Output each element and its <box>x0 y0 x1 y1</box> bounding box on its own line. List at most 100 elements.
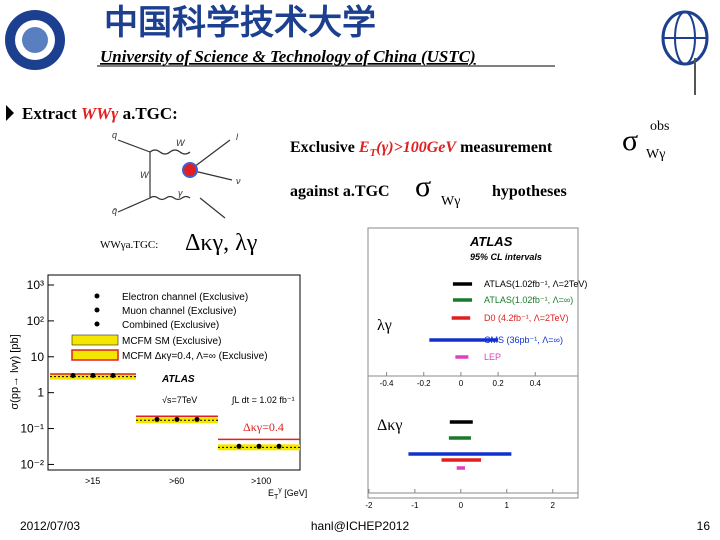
text: measurement <box>456 139 553 156</box>
y-tick-label: 10⁻² <box>20 457 44 471</box>
bullet-arrow <box>6 105 14 121</box>
legend-entry: CMS (36pb⁻¹, Λ=∞) <box>484 335 563 345</box>
limits-plot: ATLAS 95% CL intervals -0.4 -0.2 0 0.2 0.4 λγ -2… <box>365 227 587 510</box>
et-cut: (γ)>100GeV <box>376 139 457 156</box>
legend-marker <box>94 293 100 299</box>
y-axis-label: σ(pp→ lνγ) [pb] <box>9 334 21 409</box>
legend-entry: MCFM Δκγ=0.4, Λ=∞ (Exclusive) <box>122 351 268 362</box>
lumi-label: ∫L dt = 1.02 fb⁻¹ <box>231 395 295 405</box>
measurement-line2-end: hypotheses <box>492 183 567 200</box>
et-sub: T <box>370 147 378 159</box>
legend-entry: Muon channel (Exclusive) <box>122 306 237 317</box>
data-point <box>70 373 76 379</box>
et: E <box>358 139 370 156</box>
footer-author: hanl@ICHEP2012 <box>311 519 410 533</box>
diagram-label: ν <box>236 176 241 186</box>
text: Exclusive <box>290 139 359 156</box>
plot-title: ATLAS <box>469 234 513 249</box>
sigma-sub: Wγ <box>441 194 460 209</box>
legend-entry: ATLAS(1.02fb⁻¹, Λ=2TeV) <box>484 279 587 289</box>
sigma: σ <box>415 170 431 203</box>
footer-date: 2012/07/03 <box>20 519 80 533</box>
x-tick-label: 1 <box>505 501 510 510</box>
diagram-label: q <box>112 130 117 140</box>
x-tick-label: 0 <box>459 501 464 510</box>
y-tick-label: 10⁻¹ <box>20 422 44 436</box>
y-tick-label: 1 <box>37 386 44 400</box>
legend-swatch <box>71 349 119 361</box>
bin-label: >60 <box>169 476 184 486</box>
atlas-logo <box>661 10 709 95</box>
y-tick-label: 10² <box>27 314 44 328</box>
diagram-label: W <box>176 138 186 148</box>
header-title-cn: 中国科学技术大学 <box>104 3 376 43</box>
measurement-line1: Exclusive ET(γ)>100GeV measurement <box>290 139 553 159</box>
x-tick-label: 0 <box>459 379 464 388</box>
y-tick-label: 10 <box>31 350 45 364</box>
footer-page: 16 <box>697 519 711 533</box>
legend-swatch <box>71 334 119 346</box>
data-point <box>174 416 180 422</box>
experiment-label: ATLAS <box>161 374 195 385</box>
legend-entry: D0 (4.2fb⁻¹, Λ=2TeV) <box>484 313 569 323</box>
x-axis-label-part: T <box>274 494 279 501</box>
data-point <box>256 443 262 449</box>
energy-label: √s=7TeV <box>162 395 197 405</box>
diagram-label: q̄ <box>112 206 117 216</box>
data-point <box>90 373 96 379</box>
panel-label: λγ <box>377 317 392 334</box>
y-tick-label: 10³ <box>27 278 44 292</box>
bin-label: >15 <box>85 476 100 486</box>
x-tick-label: -0.4 <box>380 379 394 388</box>
legend-entry: LEP <box>484 352 501 362</box>
legend-marker <box>94 307 100 313</box>
bullet-prefix: Extract <box>22 104 81 123</box>
sigma-sub: Wγ <box>646 147 665 162</box>
bullet-highlight: WWγ <box>81 104 119 123</box>
x-tick-label: -0.2 <box>417 379 431 388</box>
x-tick-label: -1 <box>411 501 419 510</box>
data-point <box>154 416 160 422</box>
legend-entry: Combined (Exclusive) <box>122 320 219 331</box>
bin-label: >100 <box>251 476 271 486</box>
x-tick-label: 2 <box>550 501 555 510</box>
measurement-line2: against a.TGC <box>290 183 390 200</box>
x-axis-label-part: γ <box>278 487 282 494</box>
x-tick-label: 0.4 <box>530 379 542 388</box>
diagram-label: γ <box>178 188 183 198</box>
bullet-text: Extract WWγ a.TGC: <box>22 104 178 123</box>
annotation: Δκγ=0.4 <box>243 420 284 434</box>
header-title-en: University of Science & Technology of Ch… <box>100 47 476 66</box>
data-point <box>236 443 242 449</box>
vertex <box>182 162 198 178</box>
plot-frame <box>47 274 301 471</box>
sigma-sup: obs <box>650 119 669 134</box>
x-tick-label: -2 <box>365 501 373 510</box>
diagram-label: W <box>140 170 150 180</box>
x-axis-label: ETγ [GeV] <box>268 487 307 501</box>
plot-subtitle: 95% CL intervals <box>470 252 542 262</box>
legend-entry: MCFM SM (Exclusive) <box>122 336 221 347</box>
diagram-labels: q q̄ W Wγ l ν <box>112 130 241 216</box>
panel-label: Δκγ <box>377 417 402 434</box>
couplings-label: WWγa.TGC: <box>100 239 158 251</box>
legend-entry: ATLAS(1.02fb⁻¹, Λ=∞) <box>484 295 573 305</box>
cross-section-plot: σ(pp→ lνγ) [pb] 10³ 10² 10 1 10⁻¹ 10⁻² Electron… <box>9 274 307 501</box>
feynman-diagram <box>117 139 233 219</box>
usct-logo-core <box>22 27 48 53</box>
legend-marker <box>94 321 100 327</box>
x-tick-label: 0.2 <box>493 379 505 388</box>
data-point <box>194 416 200 422</box>
sigma: σ <box>622 124 638 157</box>
bullet-suffix: a.TGC: <box>118 104 178 123</box>
plot-frame <box>367 227 579 499</box>
x-axis-label-part: E <box>268 488 274 498</box>
data-point <box>110 373 116 379</box>
data-point <box>276 443 282 449</box>
x-axis-label-part: [GeV] <box>282 488 308 498</box>
diagram-label: l <box>236 132 239 142</box>
couplings-params: Δκγ, λγ <box>185 230 258 256</box>
legend-entry: Electron channel (Exclusive) <box>122 292 248 303</box>
